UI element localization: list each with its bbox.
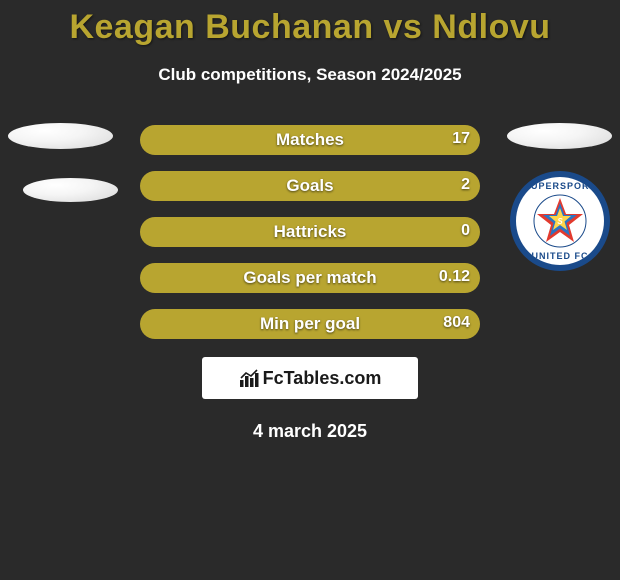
stat-row: Min per goal 804 <box>0 309 620 339</box>
stat-row: Goals per match 0.12 <box>0 263 620 293</box>
stat-label: Goals per match <box>243 268 376 288</box>
stats-chart: Matches 17 Goals 2 Hattricks 0 Goals per match… <box>0 125 620 339</box>
date-label: 4 march 2025 <box>0 421 620 442</box>
page-title: Keagan Buchanan vs Ndlovu <box>0 0 620 47</box>
stat-bar-right <box>310 171 480 201</box>
stat-label: Min per goal <box>260 314 360 334</box>
stat-label: Hattricks <box>274 222 347 242</box>
brand-badge: FcTables.com <box>202 357 418 399</box>
root: Keagan Buchanan vs Ndlovu Club competiti… <box>0 0 620 580</box>
stat-value-right: 17 <box>452 130 470 148</box>
stat-value-right: 0.12 <box>439 268 470 286</box>
stat-value-right: 2 <box>461 176 470 194</box>
stat-bar-left <box>140 171 310 201</box>
stat-value-right: 0 <box>461 222 470 240</box>
stat-row: Goals 2 <box>0 171 620 201</box>
stat-label: Goals <box>286 176 333 196</box>
stat-value-right: 804 <box>443 314 470 332</box>
stat-label: Matches <box>276 130 344 150</box>
stat-row: Hattricks 0 <box>0 217 620 247</box>
page-subtitle: Club competitions, Season 2024/2025 <box>0 65 620 85</box>
stat-row: Matches 17 <box>0 125 620 155</box>
chart-icon <box>239 368 259 388</box>
brand-text: FcTables.com <box>263 368 382 389</box>
